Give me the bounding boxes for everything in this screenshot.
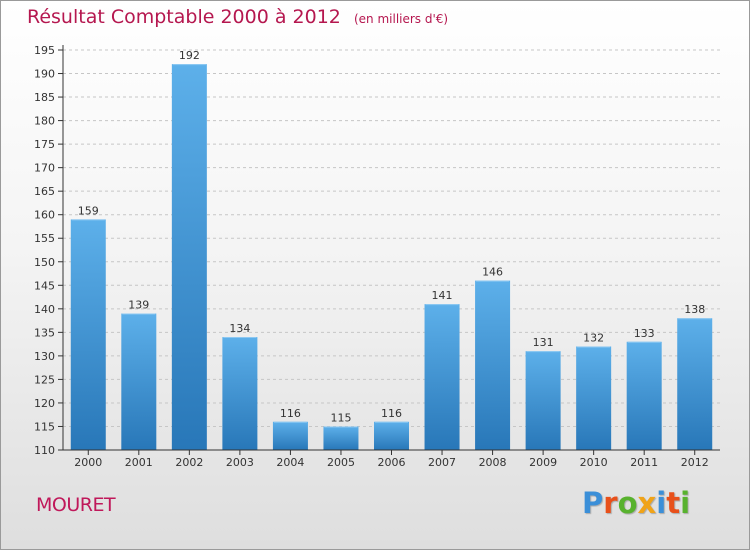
logo-letter: P: [582, 486, 604, 520]
y-tick-label: 140: [34, 303, 55, 316]
value-label: 116: [381, 407, 402, 420]
bar: [171, 64, 207, 450]
x-tick-label: 2008: [479, 456, 507, 469]
y-tick-label: 170: [34, 162, 55, 175]
logo-letter: t: [666, 486, 681, 520]
value-label: 146: [482, 266, 503, 279]
value-label: 132: [583, 331, 604, 344]
y-tick-label: 115: [34, 420, 55, 433]
x-tick-label: 2006: [378, 456, 406, 469]
logo-letter: i: [680, 486, 691, 520]
proxiti-logo[interactable]: Proxiti: [582, 486, 690, 520]
value-label: 131: [533, 336, 554, 349]
x-tick-label: 2005: [327, 456, 355, 469]
x-tick-label: 2003: [226, 456, 254, 469]
y-tick-label: 145: [34, 279, 55, 292]
bar: [626, 341, 662, 450]
x-tick-label: 2004: [276, 456, 304, 469]
y-tick-label: 120: [34, 397, 55, 410]
chart-title: Résultat Comptable 2000 à 2012: [27, 6, 341, 28]
bar: [677, 318, 713, 450]
value-label: 192: [179, 49, 200, 62]
x-tick-label: 2011: [630, 456, 658, 469]
y-tick-label: 110: [34, 444, 55, 457]
logo-letter: r: [603, 486, 618, 520]
logo-letter: i: [656, 486, 667, 520]
y-tick-label: 125: [34, 373, 55, 386]
bar: [374, 421, 409, 450]
x-tick-label: 2000: [74, 456, 102, 469]
x-tick-label: 2010: [580, 456, 608, 469]
commune-name: MOURET: [36, 494, 116, 516]
value-label: 139: [128, 299, 149, 312]
value-label: 138: [684, 303, 705, 316]
y-tick-label: 150: [34, 256, 55, 269]
value-label: 115: [330, 411, 351, 424]
logo-letter: o: [617, 486, 638, 520]
y-tick-label: 195: [34, 44, 55, 57]
value-label: 159: [78, 204, 99, 217]
y-tick-label: 135: [34, 326, 55, 339]
bar: [475, 280, 511, 450]
value-label: 133: [634, 327, 655, 340]
y-tick-label: 155: [34, 232, 55, 245]
x-tick-label: 2009: [529, 456, 557, 469]
bar: [323, 426, 359, 450]
bar: [424, 304, 460, 450]
value-label: 141: [432, 289, 453, 302]
chart-title-block: Résultat Comptable 2000 à 2012 (en milli…: [27, 6, 448, 28]
logo-letter: x: [637, 486, 657, 520]
value-label: 134: [229, 322, 250, 335]
bar: [222, 337, 258, 450]
x-tick-label: 2001: [125, 456, 153, 469]
bar: [70, 219, 106, 450]
bar: [121, 313, 157, 450]
y-tick-label: 190: [34, 68, 55, 81]
chart-unit: (en milliers d'€): [353, 12, 449, 26]
y-tick-label: 130: [34, 350, 55, 363]
y-tick-label: 175: [34, 138, 55, 151]
y-tick-label: 165: [34, 185, 55, 198]
y-tick-label: 185: [34, 91, 55, 104]
x-tick-label: 2012: [681, 456, 709, 469]
y-tick-label: 160: [34, 209, 55, 222]
x-tick-label: 2007: [428, 456, 456, 469]
bar: [272, 421, 308, 450]
y-tick-label: 180: [34, 115, 55, 128]
bar: [525, 351, 561, 450]
bar: [576, 346, 612, 450]
x-tick-label: 2002: [175, 456, 203, 469]
value-label: 116: [280, 407, 301, 420]
